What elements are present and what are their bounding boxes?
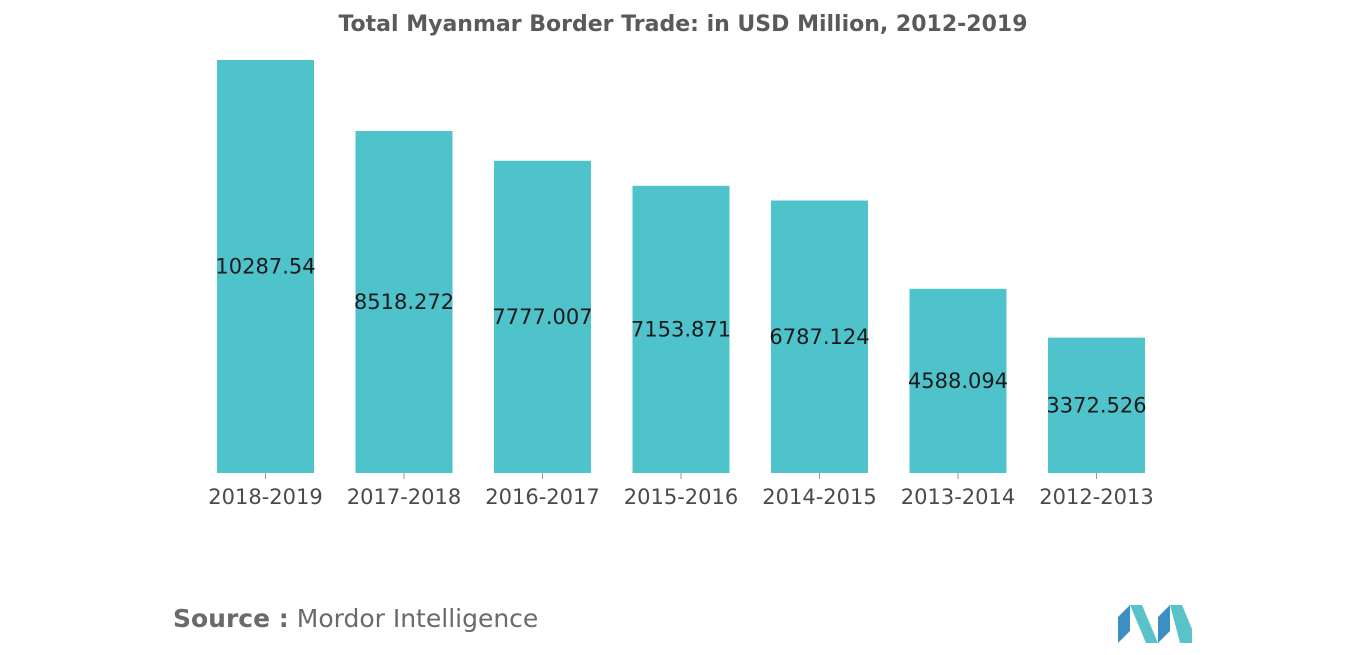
x-tick-label-2015-2016: 2015-2016 [624,485,738,509]
x-tick-label-2018-2019: 2018-2019 [208,485,322,509]
data-label-2018-2019: 10287.54 [215,255,315,279]
bar-2017-2018 [355,131,453,473]
source-note: Source : Mordor Intelligence [173,604,538,633]
bar-2014-2015 [771,200,868,473]
chart-title: Total Myanmar Border Trade: in USD Milli… [338,12,1028,37]
data-label-2014-2015: 6787.124 [769,325,869,349]
data-label-2015-2016: 7153.871 [631,317,731,341]
bar-2016-2017 [494,160,591,473]
data-label-2012-2013: 3372.526 [1046,393,1146,417]
source-label: Source : [173,604,289,633]
data-label-2016-2017: 7777.007 [492,305,592,329]
bar-2015-2016 [632,185,730,473]
x-axis-ticks [265,473,1097,479]
x-tick-label-2013-2014: 2013-2014 [901,485,1015,509]
data-label-2013-2014: 4588.094 [908,369,1008,393]
bar-2018-2019 [217,60,314,473]
x-tick-label-2014-2015: 2014-2015 [762,485,876,509]
x-tick-label-2012-2013: 2012-2013 [1039,485,1153,509]
data-labels-layer: 10287.54 8518.272 7777.007 7153.871 6787.124… [215,255,1146,418]
x-tick-label-2016-2017: 2016-2017 [485,485,599,509]
bar-2013-2014 [909,288,1007,473]
mordor-intelligence-logo-icon [1118,605,1192,643]
x-axis-tick-labels: 2018-2019 2017-2018 2016-2017 2015-2016 2014… [208,485,1153,509]
data-label-2017-2018: 8518.272 [354,290,454,314]
x-tick-label-2017-2018: 2017-2018 [347,485,461,509]
bar-2012-2013 [1048,337,1145,473]
bar-chart: 10287.54 8518.272 7777.007 7153.871 6787.124… [208,60,1154,509]
source-text: Mordor Intelligence [296,604,539,633]
bars-layer [217,60,1145,473]
